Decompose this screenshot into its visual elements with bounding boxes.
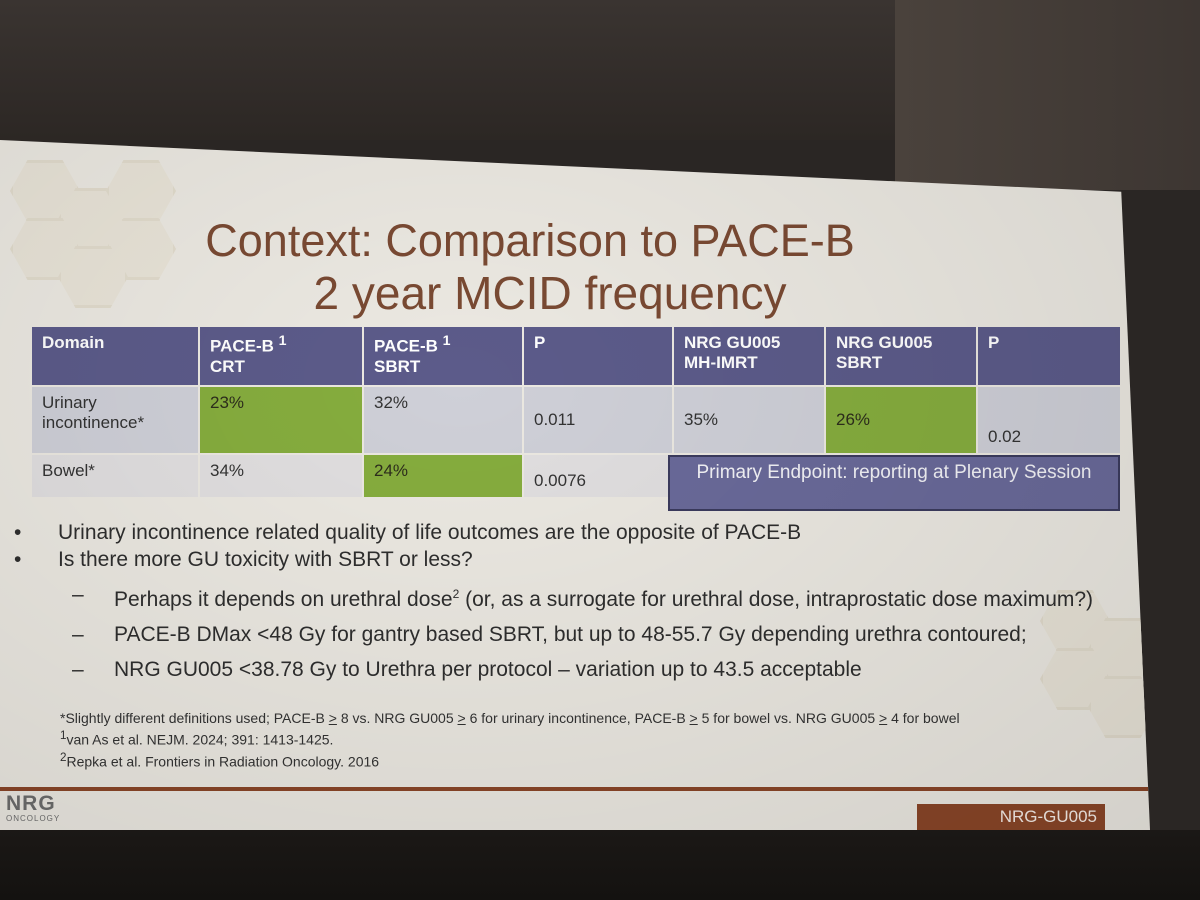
cell-paceb-sbrt: 32% <box>364 387 522 453</box>
footnote-ref-2: 2Repka et al. Frontiers in Radiation Onc… <box>60 750 380 770</box>
cell-nrg-mh-imrt: 35% <box>674 387 824 453</box>
footnotes: *Slightly different definitions used; PA… <box>60 710 1110 770</box>
hexagon-decoration <box>1088 676 1150 738</box>
cell-p-nrg: 0.02 <box>978 387 1120 453</box>
header-paceb-crt: PACE-B 1 CRT <box>200 327 362 385</box>
nrg-oncology-logo: NRG ONCOLOGY <box>6 792 61 823</box>
sub-bullet-item: – PACE-B DMax <48 Gy for gantry based SB… <box>72 623 1027 646</box>
cell-domain: Bowel* <box>32 455 198 497</box>
cell-domain: Urinary incontinence* <box>32 387 198 453</box>
cell-p-paceb: 0.011 <box>524 387 672 453</box>
projected-slide: Context: Comparison to PACE-B 2 year MCI… <box>0 140 1150 830</box>
header-nrg-mh-imrt: NRG GU005 MH-IMRT <box>674 327 824 385</box>
bullet-list: • Urinary incontinence related quality o… <box>14 520 1114 684</box>
header-domain: Domain <box>32 327 198 385</box>
cell-nrg-sbrt: 26% <box>826 387 976 453</box>
cell-paceb-crt: 34% <box>200 455 362 497</box>
footer-accent-bar <box>0 787 1150 791</box>
room-floor <box>0 830 1200 900</box>
room-wall-right <box>895 0 1200 190</box>
bullet-item: • Is there more GU toxicity with SBRT or… <box>14 548 473 571</box>
header-p-paceb: P <box>524 327 672 385</box>
cell-paceb-sbrt: 24% <box>364 455 522 497</box>
header-nrg-sbrt: NRG GU005 SBRT <box>826 327 976 385</box>
table-header-row: Domain PACE-B 1 CRT PACE-B 1 SBRT P NRG … <box>32 327 1120 385</box>
sub-bullet-item: – Perhaps it depends on urethral dose2 (… <box>72 583 1094 611</box>
sub-bullet-item: – NRG GU005 <38.78 Gy to Urethra per pro… <box>72 658 862 681</box>
header-p-nrg: P <box>978 327 1120 385</box>
header-paceb-sbrt: PACE-B 1 SBRT <box>364 327 522 385</box>
bullet-mark: • <box>14 548 22 571</box>
slide-title-line1: Context: Comparison to PACE-B <box>205 215 855 266</box>
footer-label: NRG-GU005 <box>917 804 1105 830</box>
slide-title-line2: 2 year MCID frequency <box>313 267 787 319</box>
dash-mark: – <box>72 623 84 646</box>
table-row: Urinary incontinence* 23% 32% 0.011 35% … <box>32 387 1120 453</box>
mcid-table: Domain PACE-B 1 CRT PACE-B 1 SBRT P NRG … <box>30 325 1122 499</box>
table-row: Bowel* 34% 24% 0.0076 <box>32 455 1120 497</box>
footnote-definitions: *Slightly different definitions used; PA… <box>60 710 960 726</box>
bullet-item: • Urinary incontinence related quality o… <box>14 521 802 544</box>
cell-paceb-crt: 23% <box>200 387 362 453</box>
dash-mark: – <box>72 658 84 681</box>
footnote-ref-1: 1van As et al. NEJM. 2024; 391: 1413-142… <box>60 729 334 748</box>
primary-endpoint-box: Primary Endpoint: reporting at Plenary S… <box>668 455 1120 511</box>
dash-mark: – <box>72 583 84 606</box>
bullet-mark: • <box>14 521 22 544</box>
cell-p-paceb: 0.0076 <box>524 455 672 497</box>
hexagon-decoration <box>58 246 128 308</box>
